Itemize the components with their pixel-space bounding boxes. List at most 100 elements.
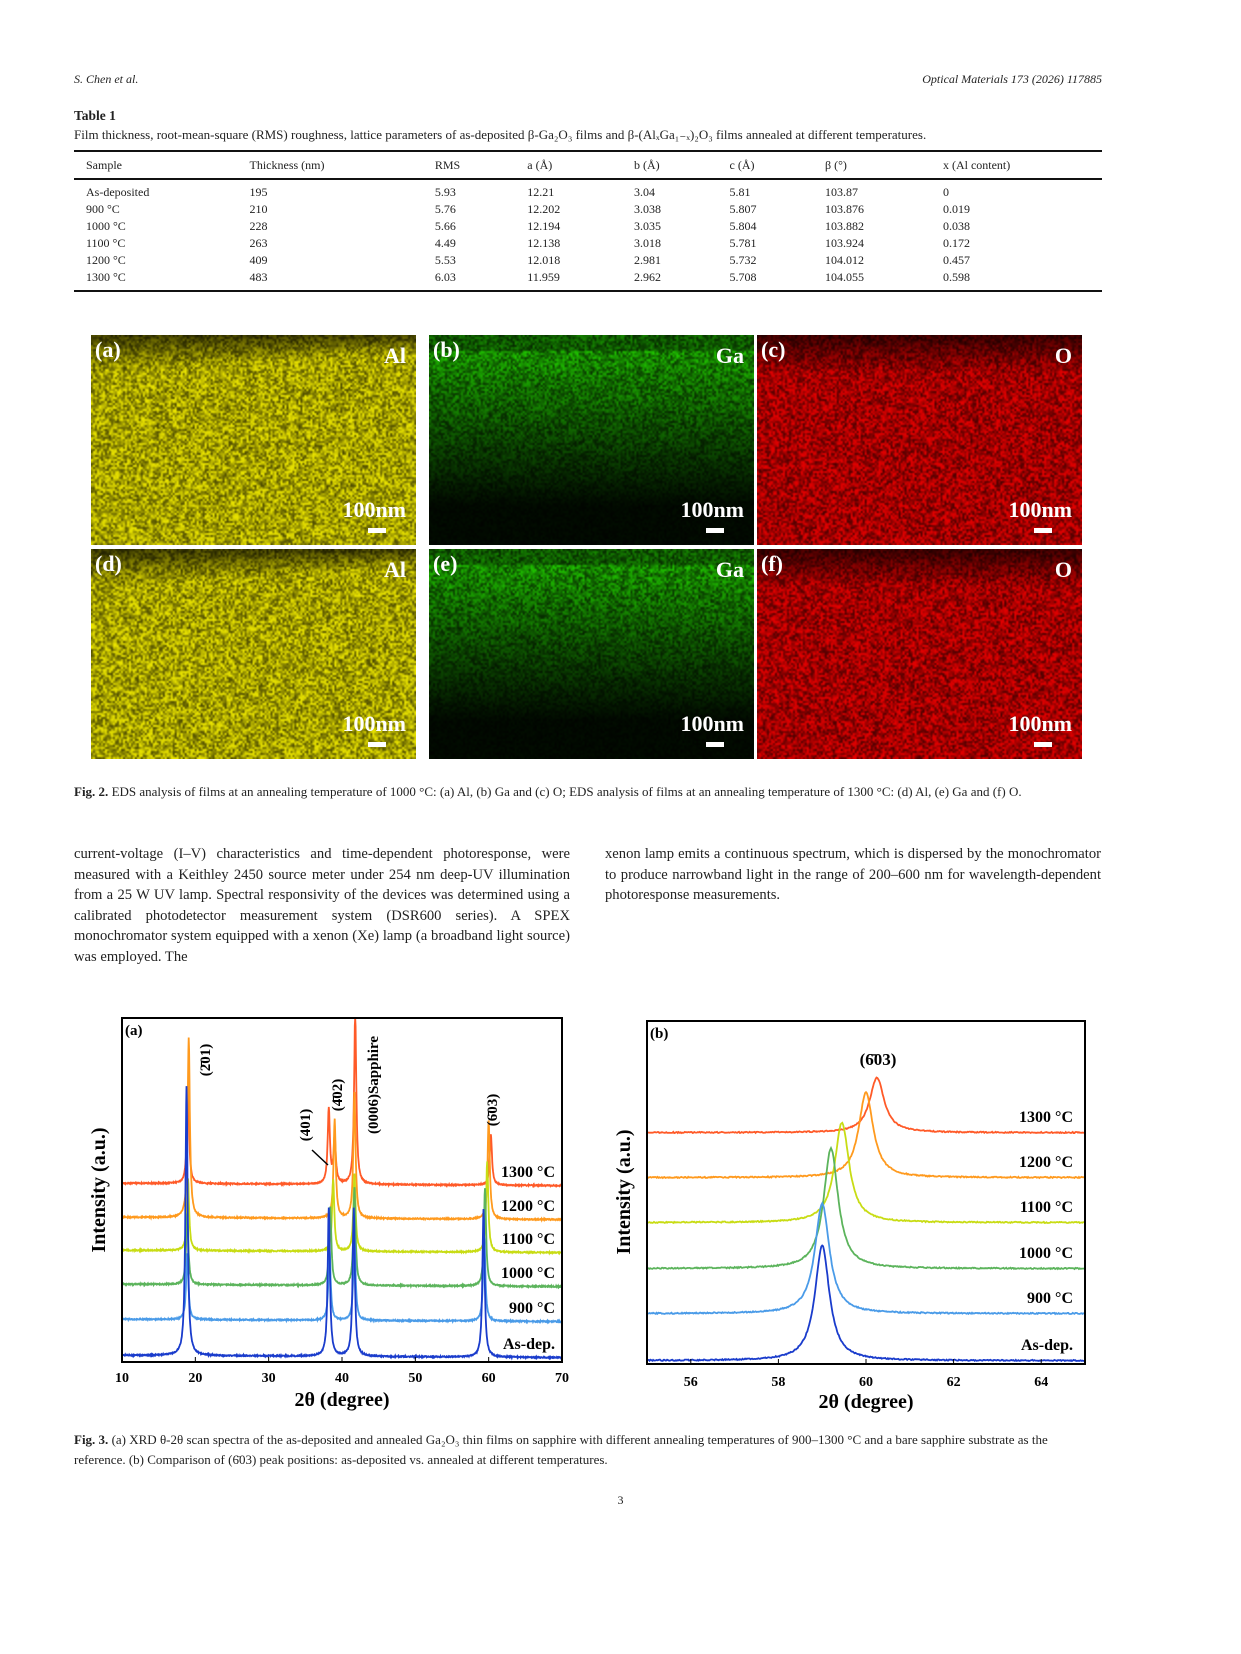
table-cell: 3.04 — [622, 179, 717, 201]
panel-label: (f) — [761, 551, 783, 577]
series-label: 900 °C — [1027, 1290, 1073, 1307]
table-cell: 5.76 — [423, 201, 515, 218]
y-axis-label: Intensity (a.u.) — [88, 1127, 110, 1252]
table-cell: 0.172 — [931, 235, 1102, 252]
x-tick-label: 50 — [408, 1371, 422, 1386]
x-tick-label: 30 — [262, 1371, 276, 1386]
xrd-b-curve — [647, 1246, 1084, 1362]
column-header: Sample — [74, 151, 238, 179]
element-label: O — [1055, 557, 1072, 583]
body-text-right: xenon lamp emits a continuous spectrum, … — [605, 844, 1101, 906]
table-cell: 5.781 — [718, 235, 813, 252]
x-tick-label: 40 — [335, 1371, 349, 1386]
element-label: Al — [384, 557, 406, 583]
scale-bar-label: 100nm — [1008, 711, 1072, 737]
x-tick-label: 64 — [1034, 1375, 1048, 1390]
table-cell: 5.93 — [423, 179, 515, 201]
table-cell: 0 — [931, 179, 1102, 201]
scale-bar — [1034, 742, 1052, 747]
series-label: As-dep. — [503, 1336, 555, 1353]
table-cell: 12.018 — [515, 252, 622, 269]
series-label: 1000 °C — [501, 1265, 555, 1282]
table-row: As-deposited 195 5.93 12.21 3.04 5.81 103.87 0 — [74, 179, 1102, 201]
scale-bar-label: 100nm — [342, 711, 406, 737]
table-cell: 0.457 — [931, 252, 1102, 269]
table-cell: 1300 °C — [74, 269, 238, 291]
x-tick-label: 60 — [482, 1371, 496, 1386]
table-cell: 4.49 — [423, 235, 515, 252]
table-cell: 103.882 — [813, 218, 931, 235]
table-cell: 3.018 — [622, 235, 717, 252]
element-label: O — [1055, 343, 1072, 369]
table-row: 900 °C 210 5.76 12.202 3.038 5.807 103.876 0.01… — [74, 201, 1102, 218]
table-cell: 104.012 — [813, 252, 931, 269]
scale-bar-label: 100nm — [1008, 497, 1072, 523]
table-cell: 103.87 — [813, 179, 931, 201]
fig2-caption-label: Fig. 2. — [74, 784, 108, 799]
scale-bar — [706, 528, 724, 533]
panel-label: (b) — [650, 1026, 668, 1042]
x-axis-label: 2θ (degree) — [818, 1391, 913, 1413]
table-cell: 263 — [238, 235, 423, 252]
peak-annotation: (4̄02) — [330, 1079, 346, 1112]
scale-bar-label: 100nm — [342, 497, 406, 523]
column-header: a (Å) — [515, 151, 622, 179]
fig3-charts: 1300 °C 1200 °C 1100 °C 1000 °C 900 °C As-dep… — [0, 1000, 1241, 1420]
series-label: 1000 °C — [1019, 1245, 1073, 1262]
series-label: 1300 °C — [1019, 1109, 1073, 1126]
table-cell: 1200 °C — [74, 252, 238, 269]
table-cell: 195 — [238, 179, 423, 201]
table-cell: 2.981 — [622, 252, 717, 269]
panel-label: (a) — [125, 1023, 143, 1039]
eds-map-ga: (e) Ga 100nm — [429, 549, 754, 759]
series-label: 1200 °C — [1019, 1154, 1073, 1171]
lattice-table: Sample Thickness (nm) RMS a (Å) b (Å) c (Å) β … — [74, 150, 1102, 292]
column-header: b (Å) — [622, 151, 717, 179]
table-cell: 1000 °C — [74, 218, 238, 235]
x-tick-label: 20 — [188, 1371, 202, 1386]
table-cell: 5.66 — [423, 218, 515, 235]
peak-annotation: (6̄03) — [860, 1050, 897, 1069]
series-label: 1200 °C — [501, 1198, 555, 1215]
x-axis-label: 2θ (degree) — [294, 1389, 389, 1411]
eds-map-al: (d) Al 100nm — [91, 549, 416, 759]
eds-map-ga: (b) Ga 100nm — [429, 335, 754, 545]
table-cell: 5.732 — [718, 252, 813, 269]
scale-bar — [706, 742, 724, 747]
page-number: 3 — [0, 1493, 1241, 1508]
table-header-row: Sample Thickness (nm) RMS a (Å) b (Å) c (Å) β … — [74, 151, 1102, 179]
x-tick-label: 70 — [555, 1371, 569, 1386]
y-axis-label: Intensity (a.u.) — [613, 1129, 635, 1254]
table-caption: Film thickness, root-mean-square (RMS) r… — [74, 127, 1114, 143]
table-cell: 483 — [238, 269, 423, 291]
x-tick-label: 10 — [115, 1371, 129, 1386]
table-cell: As-deposited — [74, 179, 238, 201]
column-header: x (Al content) — [931, 151, 1102, 179]
series-label: 1100 °C — [1020, 1199, 1073, 1216]
panel-label: (d) — [95, 551, 122, 577]
column-header: Thickness (nm) — [238, 151, 423, 179]
table-cell: 5.807 — [718, 201, 813, 218]
fig2-caption-text: EDS analysis of films at an annealing te… — [112, 784, 1022, 799]
scale-bar — [368, 742, 386, 747]
table-cell: 409 — [238, 252, 423, 269]
eds-map-o: (c) O 100nm — [757, 335, 1082, 545]
table-cell: 12.202 — [515, 201, 622, 218]
table-row: 1300 °C 483 6.03 11.959 2.962 5.708 104.055 0.5… — [74, 269, 1102, 291]
scale-bar — [368, 528, 386, 533]
table-cell: 6.03 — [423, 269, 515, 291]
x-tick-label: 60 — [859, 1375, 873, 1390]
table-cell: 103.924 — [813, 235, 931, 252]
fig3-caption-text: (a) XRD θ-2θ scan spectra of the as-depo… — [74, 1432, 1048, 1467]
table-row: 1200 °C 409 5.53 12.018 2.981 5.732 104.012 0.4… — [74, 252, 1102, 269]
table-cell: 5.81 — [718, 179, 813, 201]
peak-annotation: (6̄03) — [485, 1094, 501, 1127]
series-label: As-dep. — [1021, 1337, 1073, 1354]
running-header-authors: S. Chen et al. — [74, 72, 138, 87]
table-cell: 12.21 — [515, 179, 622, 201]
table-title: Table 1 — [74, 108, 116, 124]
table-cell: 900 °C — [74, 201, 238, 218]
scale-bar-label: 100nm — [680, 711, 744, 737]
series-label: 1100 °C — [502, 1231, 555, 1248]
annotation-arrow — [312, 1150, 328, 1165]
